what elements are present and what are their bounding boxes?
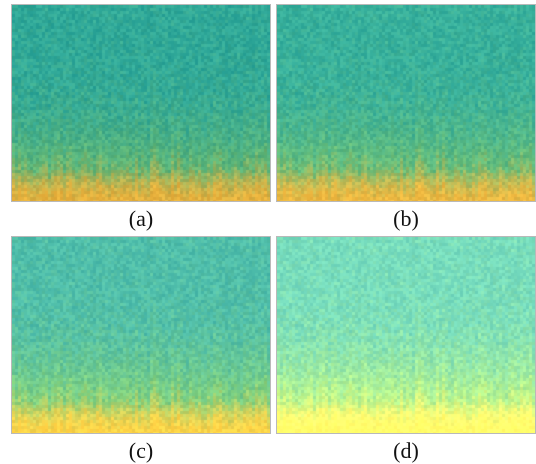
spectrogram-panel-a: (a)	[11, 4, 271, 231]
spectrogram-image-d	[276, 236, 536, 434]
spectrogram-panel-c: (c)	[11, 236, 271, 463]
caption-d: (d)	[393, 438, 419, 463]
spectrogram-panel-b: (b)	[276, 4, 536, 231]
caption-b: (b)	[393, 206, 419, 231]
caption-a: (a)	[128, 206, 154, 231]
spectrogram-image-c	[11, 236, 271, 434]
spectrogram-panel-d: (d)	[276, 236, 536, 463]
caption-c: (c)	[128, 438, 154, 463]
spectrogram-image-a	[11, 4, 271, 202]
spectrogram-image-b	[276, 4, 536, 202]
